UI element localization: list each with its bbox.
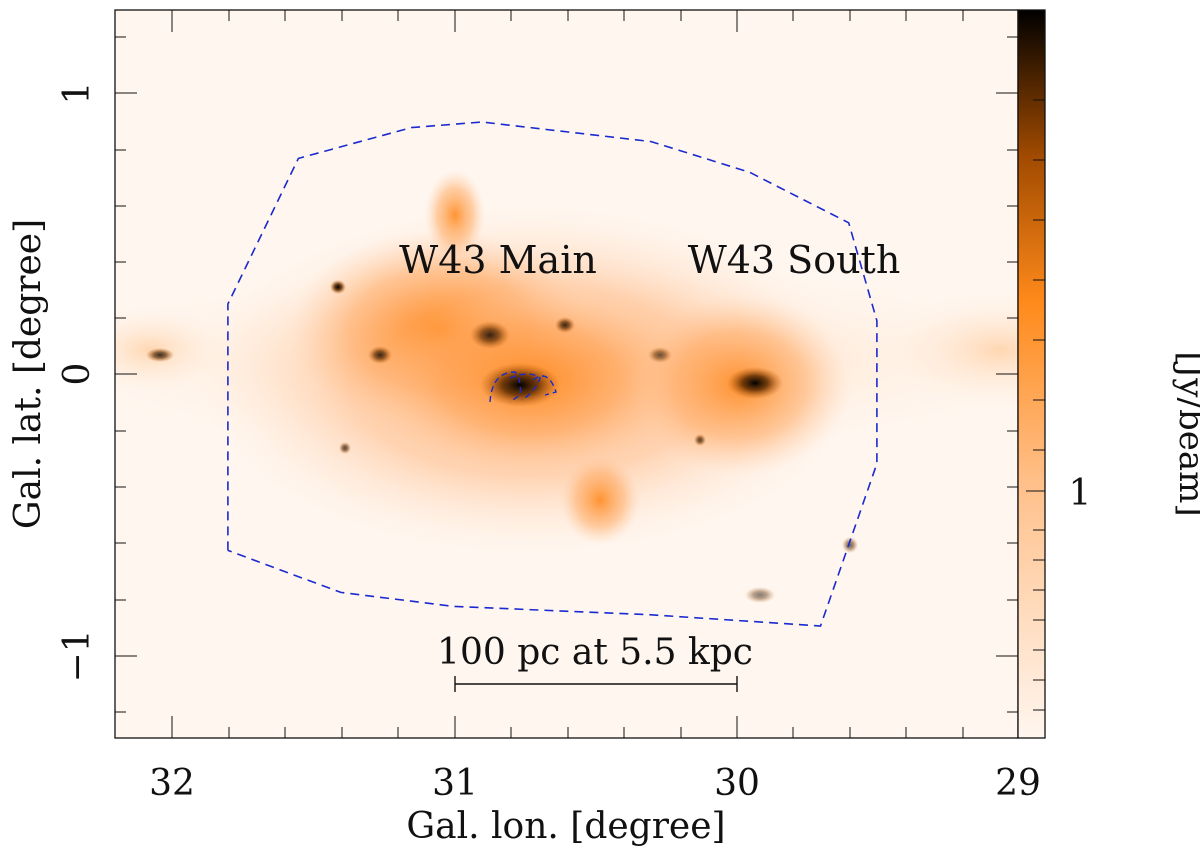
colorbar-tick-label: 1	[1069, 473, 1092, 514]
y-axis-label: Gal. lat. [degree]	[8, 219, 49, 529]
w43-main-label: W43 Main	[399, 238, 597, 282]
colorbar	[1017, 9, 1046, 739]
colorbar-label: [Jy/beam]	[1171, 351, 1200, 516]
emission-map	[115, 10, 1018, 738]
region-contours	[227, 121, 878, 627]
scale-bar-label: 100 pc at 5.5 kpc	[437, 632, 753, 673]
y-tick-label: 1	[57, 82, 98, 105]
w43-main-inner-contour	[489, 371, 557, 403]
axis-ticks	[115, 10, 1018, 738]
w43-outer-contour	[227, 121, 878, 627]
x-tick-label: 32	[149, 763, 195, 804]
x-tick-label: 30	[714, 763, 760, 804]
x-tick-label: 31	[432, 763, 478, 804]
y-tick-label: −1	[57, 629, 98, 682]
w43-south-label: W43 South	[688, 238, 901, 282]
x-tick-label: 29	[995, 763, 1041, 804]
scale-bar	[454, 676, 738, 692]
y-tick-label: 0	[57, 363, 98, 386]
x-axis-label: Gal. lon. [degree]	[406, 806, 725, 847]
colorbar-ticks	[1026, 39, 1045, 711]
